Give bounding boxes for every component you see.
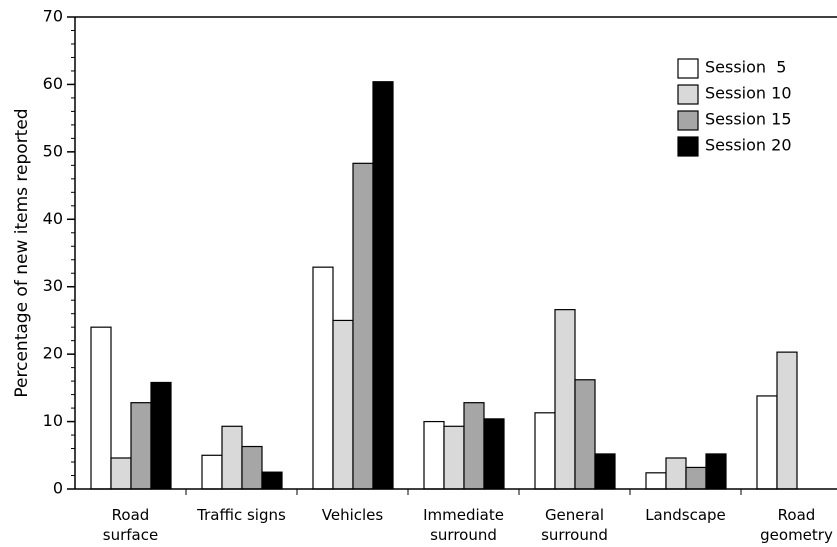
bar xyxy=(594,453,616,490)
y-tick-label: 30 xyxy=(43,276,63,295)
bar xyxy=(645,472,667,490)
legend-swatch xyxy=(677,136,699,157)
y-tick-label: 20 xyxy=(43,344,63,363)
bar xyxy=(332,319,354,490)
bar xyxy=(574,379,596,490)
x-tick-label: Traffic signs xyxy=(196,506,286,524)
x-tick-label: General surround xyxy=(541,506,608,544)
bar xyxy=(261,471,283,490)
y-tick-label: 60 xyxy=(43,74,63,93)
y-tick-label: 10 xyxy=(43,411,63,430)
bar xyxy=(221,425,243,490)
bar xyxy=(665,457,687,490)
y-tick-label: 40 xyxy=(43,209,63,228)
bar xyxy=(241,445,263,490)
y-tick-label: 0 xyxy=(53,479,63,498)
bar xyxy=(201,454,223,490)
bar xyxy=(756,395,778,490)
y-tick-label: 50 xyxy=(43,141,63,160)
y-axis-title: Percentage of new items reported xyxy=(12,108,32,397)
bar xyxy=(150,381,172,490)
bar xyxy=(110,457,132,490)
legend-swatch xyxy=(677,84,699,105)
bar xyxy=(312,266,334,490)
bar xyxy=(554,309,576,490)
legend-swatch xyxy=(677,58,699,79)
bar xyxy=(372,81,394,490)
bar xyxy=(90,326,112,490)
legend-label: Session 5 xyxy=(705,58,786,77)
bar xyxy=(534,412,556,490)
legend-swatch xyxy=(677,110,699,131)
bar xyxy=(776,351,798,490)
bar xyxy=(423,420,445,490)
y-tick-label: 70 xyxy=(43,7,63,26)
legend-label: Session 10 xyxy=(705,84,792,103)
legend-label: Session 15 xyxy=(705,110,792,129)
bar xyxy=(483,418,505,490)
bar xyxy=(705,453,727,490)
bar xyxy=(463,402,485,490)
legend-label: Session 20 xyxy=(705,136,792,155)
x-tick-label: Vehicles xyxy=(322,506,384,524)
bar xyxy=(352,162,374,490)
x-tick-label: Road surface xyxy=(103,506,158,544)
bar xyxy=(443,425,465,490)
x-tick-label: Immediate surround xyxy=(423,506,504,544)
bar xyxy=(685,466,707,490)
x-tick-label: Landscape xyxy=(645,506,726,524)
bar xyxy=(130,402,152,490)
x-tick-label: Road geometry xyxy=(760,506,833,544)
